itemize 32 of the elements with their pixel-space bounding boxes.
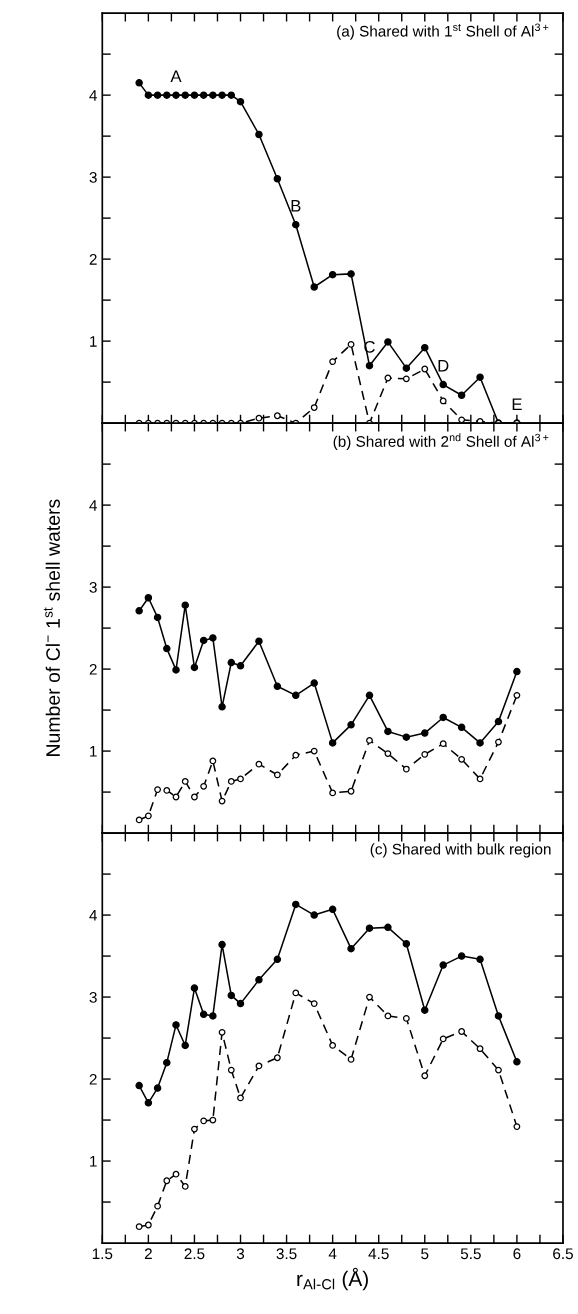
x-tick-label: 6.5 <box>553 1248 573 1260</box>
x-tick-label: 3.5 <box>276 1248 297 1260</box>
x-tick-label: 4.5 <box>368 1248 389 1260</box>
y-axis-title: Number of Cl$^{−}$ 1$^{st}$ shell waters <box>43 499 60 756</box>
y-tick-label: 4 <box>89 500 97 511</box>
x-tick-label: 6 <box>513 1248 521 1260</box>
y-tick-label: 2 <box>89 253 97 265</box>
text: (a) Shared with 1$^{st}$ Shell of Al$^{3+}$ <box>337 23 549 40</box>
y-tick-label: 2 <box>89 1073 97 1085</box>
y-tick-label: 1 <box>90 336 97 347</box>
x-tick-label: 1.5 <box>92 1248 113 1260</box>
y-tick-label: 4 <box>89 90 97 101</box>
text: (b) Shared with 2$^{nd}$ Shell of Al$^{3+}$ <box>333 433 549 450</box>
x-tick-label: 4 <box>328 1248 337 1259</box>
y-tick-label: 3 <box>89 991 97 1003</box>
x-tick-label: 5 <box>421 1248 429 1260</box>
y-tick-label: 3 <box>89 171 97 183</box>
y-tick-label: 1 <box>90 746 97 757</box>
y-tick-label: 4 <box>89 910 97 921</box>
annotation: B <box>291 200 301 212</box>
annotation: A <box>170 70 182 82</box>
x-tick-label: 3 <box>236 1248 245 1260</box>
x-tick-label: 2.5 <box>184 1248 205 1260</box>
y-tick-label: 1 <box>90 1156 97 1167</box>
annotation: E <box>512 398 522 410</box>
y-tick-label: 3 <box>89 581 97 593</box>
text: (c) Shared with bulk region <box>370 843 551 858</box>
x-tick-label: 5.5 <box>460 1248 481 1260</box>
annotation: D <box>438 359 449 372</box>
y-tick-label: 2 <box>89 663 97 675</box>
x-tick-label: 2 <box>144 1248 152 1259</box>
x-axis-title: r$_{Al-Cl}$ (Å) <box>297 1267 368 1291</box>
